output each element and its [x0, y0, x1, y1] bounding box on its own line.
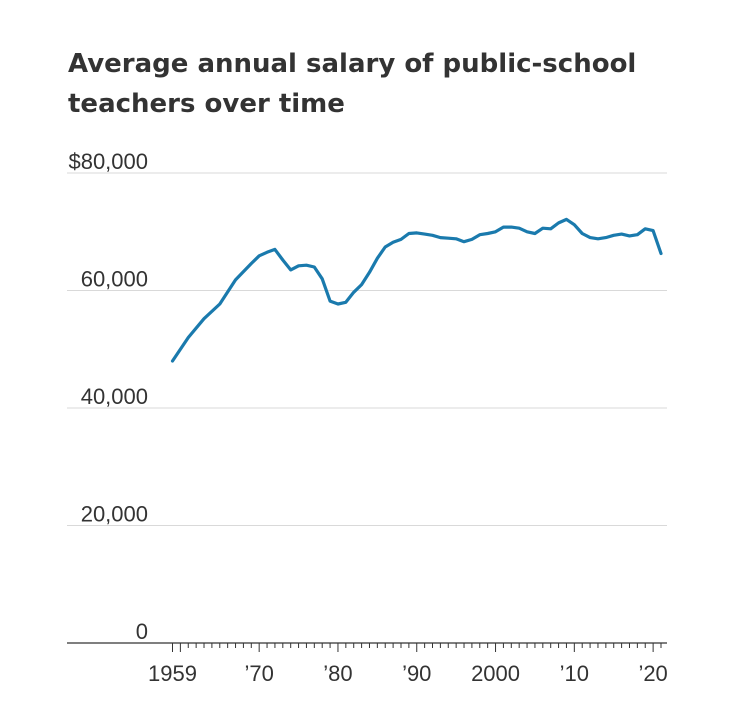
x-tick-label: 2000	[471, 661, 520, 686]
x-tick-label: 1959	[148, 661, 197, 686]
x-axis-ticks	[172, 643, 662, 652]
x-axis-labels: 1959 ’70 ’80 ’90 2000 ’10 ’20	[148, 661, 668, 686]
gridlines	[67, 172, 667, 526]
chart-title: Average annual salary of public-school t…	[68, 49, 637, 119]
x-tick-label: ’90	[402, 661, 431, 686]
x-tick-label: ’80	[323, 661, 352, 686]
y-tick-label: $80,000	[68, 149, 148, 174]
series-line-salary	[170, 217, 663, 363]
x-tick-label: ’20	[638, 661, 667, 686]
y-tick-label: 60,000	[81, 267, 148, 292]
series-layer	[170, 217, 663, 363]
y-tick-label: 40,000	[81, 384, 148, 409]
y-tick-label: 20,000	[81, 502, 148, 527]
y-tick-label: 0	[136, 619, 148, 644]
x-tick-label: ’70	[244, 661, 273, 686]
y-axis-labels: $80,000 60,000 40,000 20,000 0	[68, 149, 148, 644]
x-tick-label: ’10	[560, 661, 589, 686]
